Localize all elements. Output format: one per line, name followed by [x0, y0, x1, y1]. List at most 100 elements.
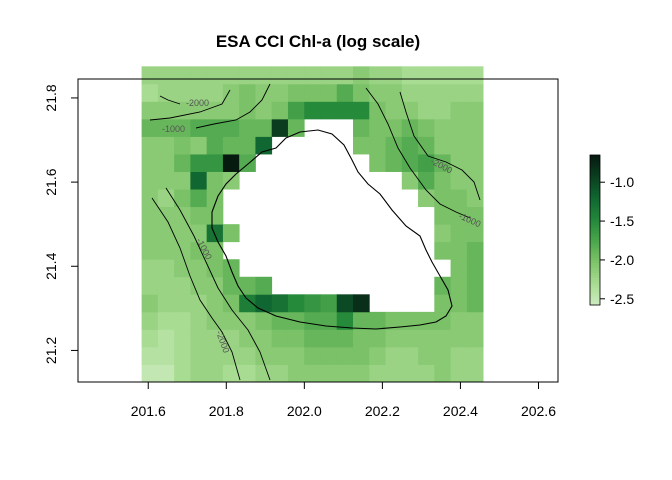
heatmap-cell [418, 118, 435, 137]
heatmap [141, 66, 484, 383]
colorbar-swatch [590, 155, 600, 158]
heatmap-cell [190, 101, 208, 120]
heatmap-cell [466, 259, 484, 278]
colorbar-swatch [590, 215, 600, 218]
heatmap-cell [353, 83, 370, 102]
heatmap-cell [466, 83, 484, 102]
heatmap-cell [222, 346, 240, 365]
heatmap-cell [174, 118, 191, 137]
heatmap-cell [320, 364, 338, 383]
colorbar-swatch [590, 212, 600, 216]
heatmap-cell [353, 294, 370, 313]
heatmap-cell [239, 311, 256, 330]
heatmap-cell [450, 329, 468, 348]
heatmap-cell [466, 364, 484, 383]
heatmap-cell [206, 224, 224, 243]
heatmap-cell [336, 364, 354, 383]
heatmap-cell [141, 66, 159, 85]
heatmap-cell [190, 364, 208, 383]
colorbar-swatch [590, 222, 600, 226]
colorbar-swatch [590, 257, 600, 261]
heatmap-cell [271, 294, 289, 313]
heatmap-cell [255, 276, 273, 295]
heatmap-cell [239, 294, 256, 313]
chart-title: ESA CCI Chl-a (log scale) [216, 32, 420, 51]
colorbar-swatch [590, 232, 600, 236]
heatmap-cell [206, 206, 224, 225]
heatmap-cell [369, 346, 386, 365]
contour-line [195, 83, 271, 129]
heatmap-cell [385, 329, 403, 348]
heatmap-cell [190, 276, 208, 295]
heatmap-cell [174, 276, 191, 295]
heatmap-cell [434, 311, 451, 330]
heatmap-cell [466, 101, 484, 120]
heatmap-cell [336, 101, 354, 120]
heatmap-cell [255, 118, 273, 137]
heatmap-cell [222, 276, 240, 295]
contour-line [399, 91, 481, 201]
heatmap-cell [222, 154, 240, 172]
contour-line [151, 197, 241, 381]
heatmap-cell [206, 241, 224, 260]
colorbar-swatch [590, 167, 600, 171]
heatmap-cell [222, 118, 240, 137]
colorbar-swatch [590, 217, 600, 221]
heatmap-cell [174, 189, 191, 208]
heatmap-cell [434, 364, 451, 383]
heatmap-cell [239, 346, 256, 365]
heatmap-cell [336, 311, 354, 330]
heatmap-cell [287, 364, 305, 383]
heatmap-cell [418, 136, 435, 155]
heatmap-cell [190, 83, 208, 102]
heatmap-cell [450, 259, 468, 278]
heatmap-cell [450, 241, 468, 260]
colorbar-swatch [590, 227, 600, 231]
heatmap-cell [466, 189, 484, 208]
heatmap-cell [174, 206, 191, 225]
heatmap-cell [141, 118, 159, 137]
heatmap-cell [190, 154, 208, 172]
heatmap-cell [157, 241, 175, 260]
heatmap-cell [434, 118, 451, 137]
colorbar-tick-label: -1.5 [610, 213, 634, 229]
heatmap-cell [255, 66, 273, 85]
heatmap-cell [239, 364, 256, 383]
colorbar-swatch [590, 170, 600, 173]
island-coastline [211, 129, 453, 330]
heatmap-cell [255, 311, 273, 330]
heatmap-cell [157, 224, 175, 243]
heatmap-cell [206, 329, 224, 348]
heatmap-cell [255, 329, 273, 348]
heatmap-cell [353, 346, 370, 365]
heatmap-cell [385, 118, 403, 137]
heatmap-cell [385, 101, 403, 120]
heatmap-cell [287, 118, 305, 137]
heatmap-cell [141, 206, 159, 225]
heatmap-cell [174, 171, 191, 190]
heatmap-cell [271, 311, 289, 330]
colorbar-tick-label: -1.0 [610, 174, 634, 190]
heatmap-cell [450, 154, 468, 172]
heatmap-cell [174, 364, 191, 383]
colorbar-swatch [590, 185, 600, 188]
heatmap-cell [222, 83, 240, 102]
heatmap-cell [141, 294, 159, 313]
coastline-line [211, 129, 453, 330]
heatmap-cell [190, 206, 208, 225]
colorbar-swatch [590, 205, 600, 208]
x-tick-label: 201.6 [131, 403, 166, 419]
heatmap-cell [287, 294, 305, 313]
x-tick-label: 202.2 [365, 403, 400, 419]
heatmap-cell [304, 346, 321, 365]
heatmap-cell [450, 294, 468, 313]
contour-label: -1000 [162, 124, 185, 134]
heatmap-cell [450, 311, 468, 330]
colorbar-swatch [590, 275, 600, 278]
contour-line [159, 95, 181, 105]
colorbar-swatch [590, 300, 600, 303]
colorbar-swatch [590, 195, 600, 198]
heatmap-cell [353, 364, 370, 383]
heatmap-cell [141, 171, 159, 190]
heatmap-cell [206, 101, 224, 120]
